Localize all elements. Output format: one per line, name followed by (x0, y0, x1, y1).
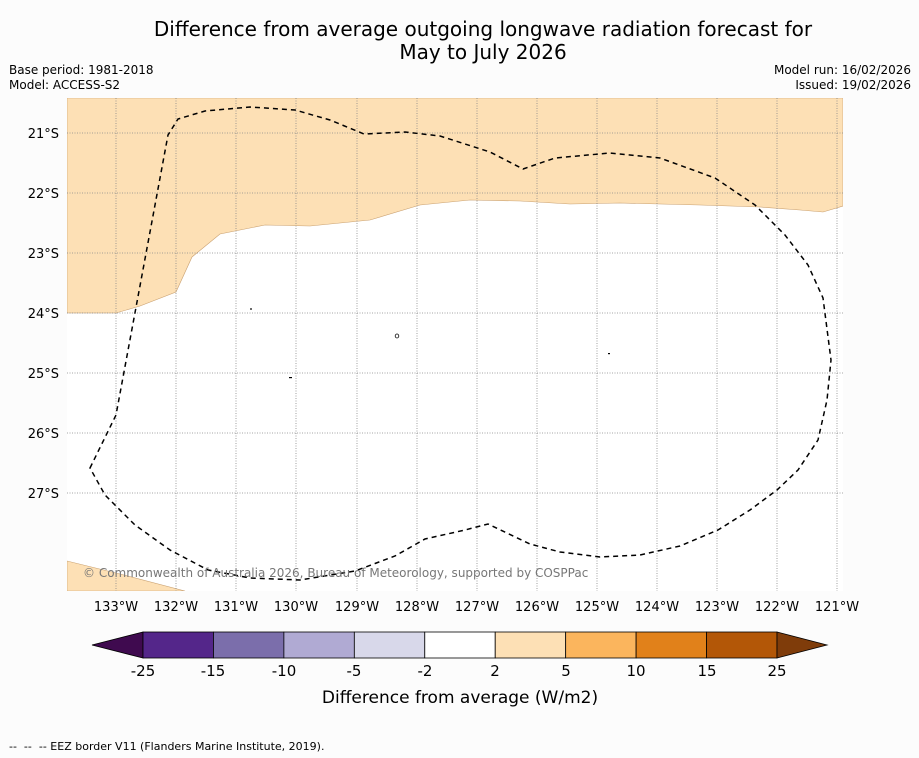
lat-label: 23°S (28, 247, 59, 262)
lat-label: 26°S (28, 427, 59, 442)
lat-label: 21°S (28, 127, 59, 142)
colorbar-tick: -15 (201, 662, 226, 680)
colorbar-segment (424, 631, 496, 659)
colorbar-tick: -25 (131, 662, 156, 680)
colorbar-tick: 2 (490, 662, 500, 680)
eez-legend: -- -- -- EEZ border V11 (Flanders Marine… (9, 740, 325, 753)
meta-right: Model run: 16/02/2026 Issued: 19/02/2026 (774, 63, 911, 93)
lon-label: 133°W (94, 600, 138, 615)
colorbar-segment (565, 631, 637, 659)
colorbar-segment (494, 631, 567, 659)
anomaly-region-north (67, 98, 843, 314)
lon-label: 129°W (335, 600, 379, 615)
base-period: Base period: 1981-2018 (9, 63, 154, 77)
lon-label: 124°W (635, 600, 679, 615)
island-marker (289, 377, 292, 379)
colorbar-extend-low (91, 631, 144, 659)
latitude-gridlines (67, 132, 843, 494)
colorbar-title: Difference from average (W/m2) (322, 688, 598, 708)
colorbar-tick: 15 (697, 662, 716, 680)
colorbar-tick: -5 (347, 662, 362, 680)
lat-label: 27°S (28, 487, 59, 502)
colorbar (91, 631, 829, 659)
colorbar-tick: -10 (272, 662, 297, 680)
issued-date: Issued: 19/02/2026 (795, 78, 911, 92)
lon-label: 130°W (274, 600, 318, 615)
anomaly-region-southwest (67, 560, 186, 591)
lon-label: 122°W (755, 600, 799, 615)
lat-label: 24°S (28, 307, 59, 322)
lon-label: 121°W (815, 600, 859, 615)
colorbar-tick: 25 (767, 662, 786, 680)
longitude-labels: 133°W 132°W 131°W 130°W 129°W 128°W 127°… (94, 600, 859, 615)
colorbar-segment (706, 631, 778, 659)
lon-label: 125°W (575, 600, 619, 615)
lon-label: 127°W (455, 600, 499, 615)
island-marker (394, 333, 400, 339)
colorbar-tick: 10 (626, 662, 645, 680)
lon-label: 132°W (154, 600, 198, 615)
longitude-gridlines (115, 98, 838, 591)
lon-label: 128°W (395, 600, 439, 615)
colorbar-segment (142, 631, 214, 659)
colorbar-segment (635, 631, 707, 659)
colorbar-segment (353, 631, 426, 659)
lon-label: 131°W (214, 600, 258, 615)
model-run: Model run: 16/02/2026 (773, 63, 911, 77)
colorbar-tick: -2 (418, 662, 433, 680)
map-title: Difference from average outgoing longwav… (153, 17, 813, 64)
colorbar-segment (213, 631, 285, 659)
latitude-labels: 21°S 22°S 23°S 24°S 25°S 26°S 27°S (28, 127, 59, 502)
lat-label: 22°S (28, 187, 59, 202)
colorbar-tick: 5 (561, 662, 571, 680)
island-marker (608, 353, 610, 355)
island-marker (250, 308, 252, 310)
colorbar-segment (283, 631, 355, 659)
meta-left: Base period: 1981-2018 Model: ACCESS-S2 (9, 63, 154, 93)
model-name: Model: ACCESS-S2 (9, 78, 121, 92)
lon-label: 126°W (515, 600, 559, 615)
copyright-text: © Commonwealth of Australia 2026, Bureau… (83, 566, 588, 580)
lat-label: 25°S (28, 367, 59, 382)
eez-border (89, 106, 832, 581)
lon-label: 123°W (695, 600, 739, 615)
colorbar-extend-high (776, 631, 829, 659)
colorbar-ticks: -25 -15 -10 -5 -2 2 5 10 15 25 (131, 662, 787, 680)
